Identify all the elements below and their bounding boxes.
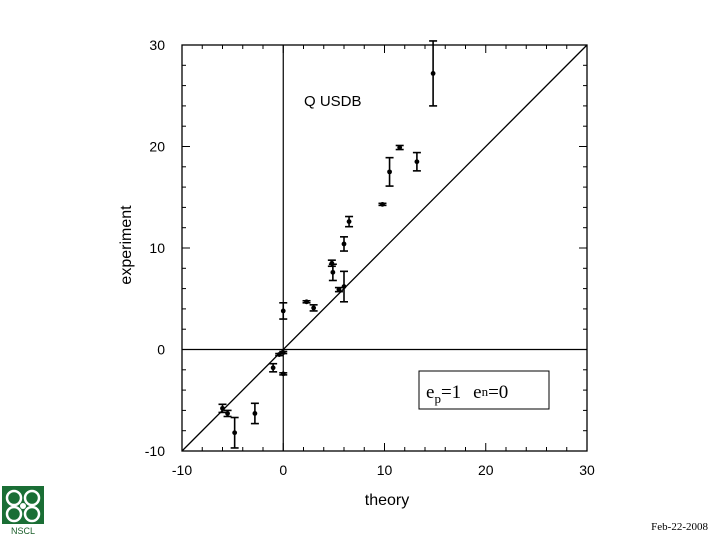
data-point [334, 286, 343, 293]
y-tick-label: 20 [149, 139, 165, 155]
point-marker [311, 305, 317, 311]
data-point [223, 409, 232, 418]
data-point [250, 402, 259, 425]
point-marker [252, 411, 258, 416]
point-marker [430, 71, 436, 76]
point-marker [346, 219, 352, 225]
data-point [230, 416, 239, 449]
logo-text: NSCL [10, 526, 35, 536]
data-point [385, 156, 394, 187]
point-marker [280, 350, 286, 355]
nscl-logo [2, 486, 44, 524]
y-tick-label: 10 [149, 240, 165, 256]
data-point [378, 201, 387, 207]
axis-ticks: -10 0 10 20 30 -10 0 10 20 30 [145, 37, 595, 478]
point-marker [330, 269, 336, 275]
data-point [328, 263, 337, 282]
point-marker [341, 241, 347, 247]
data-point [340, 270, 348, 303]
data-point [302, 299, 311, 305]
x-tick-label: -10 [172, 462, 192, 478]
equation-box [418, 370, 550, 410]
en-sub: n [482, 384, 489, 399]
date-stamp: Feb-22-2008 [651, 521, 708, 533]
point-marker [341, 284, 347, 289]
point-marker [280, 308, 286, 314]
point-marker [270, 365, 276, 371]
plot-annotation: Q USDB [304, 93, 362, 110]
en-base: e [473, 382, 481, 403]
y-axis-label: experiment [118, 205, 135, 285]
y-tick-label: 30 [149, 37, 165, 53]
y-tick-label: 0 [157, 342, 165, 358]
point-marker [387, 169, 392, 175]
data-point [395, 144, 404, 151]
data-point [279, 371, 288, 377]
ep-value: =1 [441, 382, 461, 403]
x-tick-label: 30 [579, 462, 595, 478]
point-marker [280, 371, 286, 377]
en-value: =0 [488, 382, 508, 403]
data-point [327, 259, 336, 268]
data-point [412, 151, 421, 172]
ep-sub: p [434, 391, 441, 406]
x-axis-label: theory [365, 492, 409, 509]
point-marker [397, 145, 403, 150]
data-point [340, 236, 348, 252]
x-tick-label: 10 [377, 462, 393, 478]
point-marker [225, 411, 230, 416]
point-marker [304, 299, 309, 305]
data-point [218, 403, 227, 414]
point-marker [220, 405, 225, 411]
ep-base: e [426, 382, 434, 403]
point-marker [232, 430, 238, 436]
x-tick-label: 20 [478, 462, 494, 478]
data-point [279, 302, 288, 320]
point-marker [414, 159, 420, 165]
equation-label: ep=1 en=0 [418, 370, 550, 410]
data-point [345, 215, 354, 228]
reference-lines [181, 44, 588, 452]
data-point [269, 362, 278, 373]
data-points [218, 40, 438, 449]
data-point [279, 350, 288, 355]
diagonal-line [181, 44, 588, 452]
x-tick-label: 0 [279, 462, 287, 478]
svg-text:ep=1en=0: ep=1 en=0 [426, 382, 508, 406]
data-point [429, 40, 438, 107]
point-marker [380, 201, 385, 207]
data-point [309, 304, 318, 312]
point-marker [336, 287, 342, 293]
y-tick-label: -10 [145, 443, 165, 459]
